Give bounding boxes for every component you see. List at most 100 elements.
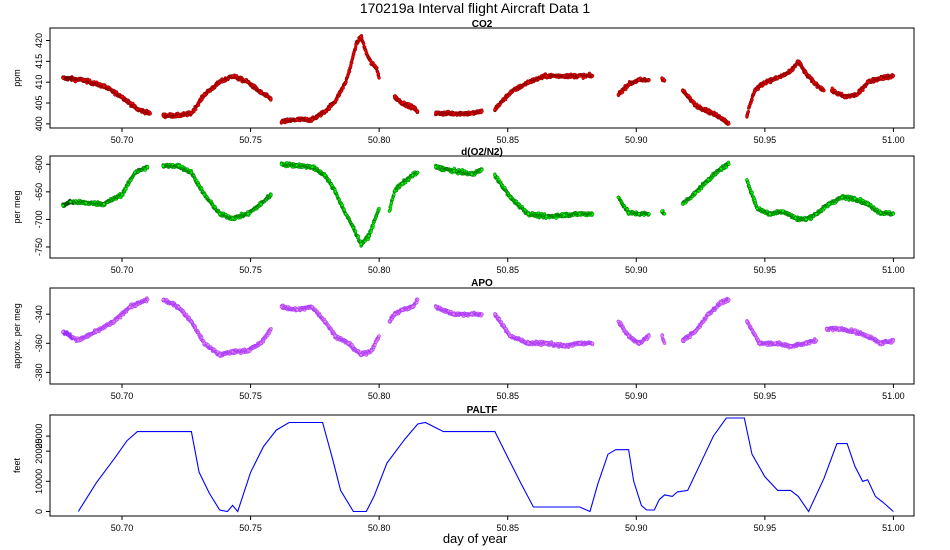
data-segment	[680, 160, 731, 206]
x-tick-label: 51.00	[882, 391, 905, 401]
data-point	[176, 113, 181, 118]
plot-area	[61, 160, 896, 248]
panel-title: APO	[471, 278, 493, 289]
x-tick-label: 50.85	[496, 135, 519, 145]
data-point	[194, 107, 198, 111]
data-segment	[493, 172, 595, 220]
data-point	[344, 80, 348, 84]
data-segment	[745, 178, 896, 223]
y-tick-label: -340	[34, 305, 44, 323]
y-axis-label: approx. per meg	[12, 303, 22, 369]
data-point	[493, 107, 497, 111]
y-tick-label: -380	[34, 363, 44, 381]
data-point	[230, 216, 235, 220]
data-point	[616, 195, 620, 200]
data-point	[480, 168, 484, 172]
data-point	[410, 105, 415, 109]
data-point	[148, 111, 152, 116]
data-point	[367, 234, 371, 238]
data-point	[626, 211, 631, 215]
data-point	[544, 74, 548, 78]
data-point	[377, 206, 381, 211]
data-point	[637, 78, 641, 82]
data-point	[508, 195, 512, 200]
data-point	[133, 170, 137, 175]
data-point	[812, 80, 816, 84]
data-point	[750, 98, 754, 102]
data-point	[120, 192, 124, 197]
data-point	[124, 187, 128, 191]
y-axis-label: per meg	[12, 190, 22, 223]
x-tick-label: 50.95	[754, 135, 777, 145]
data-point	[660, 209, 664, 213]
data-point	[544, 214, 548, 219]
data-point	[562, 213, 566, 217]
x-tick-label: 50.90	[625, 391, 648, 401]
data-point	[590, 212, 595, 216]
data-point	[878, 211, 883, 215]
x-tick-label: 50.90	[625, 135, 648, 145]
data-point	[377, 76, 381, 80]
data-point	[706, 178, 710, 182]
data-segment	[616, 195, 651, 218]
data-point	[279, 120, 284, 124]
data-point	[349, 63, 353, 68]
x-tick-label: 50.95	[754, 391, 777, 401]
data-point	[866, 80, 870, 84]
data-point	[452, 169, 456, 173]
data-point	[202, 192, 206, 197]
data-point	[794, 216, 798, 220]
data-point	[470, 111, 474, 116]
data-point	[662, 212, 667, 216]
data-point	[246, 212, 250, 216]
data-point	[693, 191, 698, 195]
data-point	[470, 172, 474, 176]
data-point	[135, 107, 140, 111]
x-tick-label: 50.85	[496, 391, 519, 401]
x-tick-label: 50.70	[111, 135, 134, 145]
data-point	[146, 297, 150, 302]
data-point	[866, 202, 870, 206]
data-point	[295, 163, 299, 168]
data-point	[146, 165, 150, 169]
data-point	[392, 189, 397, 193]
data-point	[387, 209, 392, 213]
data-point	[246, 80, 250, 84]
data-point	[269, 192, 273, 197]
data-point	[102, 202, 106, 206]
data-point	[693, 103, 698, 107]
data-point	[840, 195, 844, 200]
panel-title: CO2	[472, 19, 493, 30]
data-segment	[387, 170, 420, 213]
data-point	[480, 109, 484, 113]
data-point	[333, 99, 338, 103]
data-point	[814, 212, 818, 216]
y-tick-label: -700	[34, 210, 44, 228]
data-segment	[660, 76, 667, 83]
data-point	[827, 202, 831, 206]
data-point	[310, 118, 314, 122]
data-point	[719, 167, 723, 171]
plot-area	[61, 34, 896, 126]
data-point	[376, 72, 381, 76]
plot-area	[61, 296, 896, 358]
y-tick-label: 405	[34, 95, 44, 110]
data-point	[128, 305, 132, 309]
data-point	[392, 192, 396, 197]
data-point	[891, 212, 896, 216]
data-point	[61, 329, 65, 334]
data-point	[562, 74, 566, 78]
data-point	[660, 76, 664, 80]
plot-frame	[49, 155, 915, 259]
data-point	[350, 61, 354, 65]
data-segment	[392, 94, 420, 115]
figure-title: 170219a Interval flight Aircraft Data 1	[360, 0, 591, 16]
data-point	[891, 74, 896, 78]
panel-d-o2-n2-: d(O2/N2)50.70 50.75 50.80 50.85 50.90 50.95 51…	[12, 147, 915, 275]
data-segment	[161, 297, 273, 358]
x-tick-label: 50.95	[754, 265, 777, 275]
data-point	[680, 202, 685, 206]
y-tick-label: 410	[34, 75, 44, 90]
